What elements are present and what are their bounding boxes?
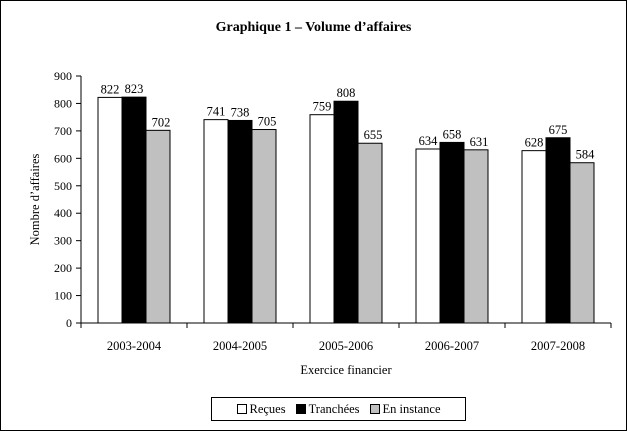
- data-label: 658: [443, 127, 462, 141]
- y-tick-label: 800: [54, 96, 72, 110]
- data-label: 759: [313, 100, 332, 114]
- data-label: 655: [364, 128, 383, 142]
- bar: [569, 162, 595, 324]
- data-label: 631: [470, 135, 489, 149]
- y-tick-label: 700: [54, 124, 72, 138]
- bar: [309, 114, 335, 324]
- bar: [463, 149, 489, 324]
- bar: [357, 142, 383, 324]
- y-axis-title: Nombre d’affaires: [28, 153, 42, 245]
- y-tick-label: 400: [54, 206, 72, 220]
- bar: [545, 137, 571, 324]
- bar: [121, 96, 147, 324]
- data-label: 808: [337, 86, 356, 100]
- legend-item: Tranchées: [295, 401, 360, 417]
- y-tick-label: 0: [66, 316, 72, 330]
- data-label: 675: [549, 123, 568, 137]
- y-tick-label: 100: [54, 289, 72, 303]
- data-label: 702: [152, 115, 171, 129]
- legend-swatch: [369, 404, 380, 414]
- bar: [97, 96, 123, 324]
- x-tick-label: 2006-2007: [425, 339, 479, 353]
- bar: [439, 141, 465, 324]
- data-label: 705: [258, 115, 277, 129]
- bar: [203, 119, 229, 324]
- y-tick-label: 500: [54, 179, 72, 193]
- legend-label: Tranchées: [308, 401, 360, 416]
- bar: [333, 100, 359, 324]
- chart-legend: Reçues Tranchées En instance: [211, 397, 466, 421]
- y-tick-label: 200: [54, 261, 72, 275]
- chart-title: Graphique 1 – Volume d’affaires: [215, 20, 412, 35]
- bar: [521, 150, 547, 324]
- legend-item: Reçues: [236, 401, 286, 417]
- legend-label: Reçues: [249, 401, 286, 416]
- x-tick-label: 2003-2004: [107, 339, 162, 353]
- x-axis-title: Exercice financier: [300, 363, 392, 377]
- data-label: 628: [525, 136, 544, 150]
- y-tick-label: 900: [54, 69, 72, 83]
- legend-swatch: [236, 404, 247, 414]
- bar: [415, 148, 441, 324]
- data-label: 741: [207, 105, 226, 119]
- data-label: 822: [101, 82, 120, 96]
- y-tick-label: 600: [54, 151, 72, 165]
- x-tick-label: 2005-2006: [319, 339, 373, 353]
- x-tick-label: 2007-2008: [531, 339, 585, 353]
- legend-swatch: [295, 404, 306, 414]
- bar: [227, 119, 253, 324]
- data-label: 634: [419, 134, 439, 148]
- legend-label: En instance: [382, 401, 441, 416]
- y-tick-label: 300: [54, 234, 72, 248]
- bar: [251, 129, 277, 324]
- x-tick-label: 2004-2005: [213, 339, 267, 353]
- bar: [145, 129, 171, 324]
- legend-item: En instance: [369, 401, 441, 417]
- data-label: 738: [231, 105, 250, 119]
- data-label: 823: [125, 82, 144, 96]
- data-label: 584: [576, 148, 596, 162]
